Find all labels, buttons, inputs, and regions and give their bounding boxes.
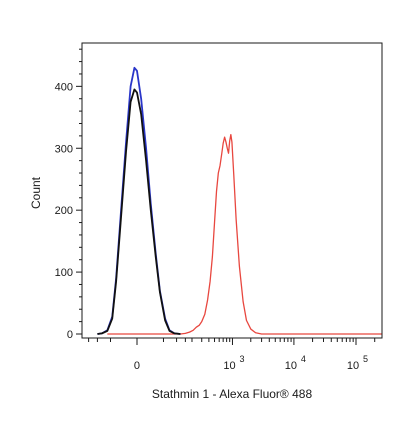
series-line-0 xyxy=(107,133,382,335)
x-tick-exponent-100000: 5 xyxy=(363,354,368,364)
x-tick-label-1000: 10 xyxy=(223,360,235,372)
series-line-2 xyxy=(97,88,181,335)
series-layer xyxy=(97,66,382,335)
x-axis: 0 10 3 10 4 10 5 xyxy=(88,338,376,372)
y-tick-label-100: 100 xyxy=(55,267,73,279)
x-tick-label-0: 0 xyxy=(134,360,140,372)
plot-frame xyxy=(81,42,383,339)
series-line-1 xyxy=(97,66,181,335)
x-tick-exponent-10000: 4 xyxy=(301,354,306,364)
y-axis: 0 100 200 300 400 xyxy=(55,48,82,341)
x-tick-label-10000: 10 xyxy=(285,360,297,372)
y-axis-label: Count xyxy=(29,176,43,209)
y-tick-label-200: 200 xyxy=(55,205,73,217)
x-axis-label: Stathmin 1 - Alexa Fluor® 488 xyxy=(152,387,313,401)
y-tick-label-300: 300 xyxy=(55,143,73,155)
x-tick-label-100000: 10 xyxy=(347,360,359,372)
x-tick-exponent-1000: 3 xyxy=(239,354,244,364)
y-tick-label-0: 0 xyxy=(67,329,73,341)
y-tick-label-400: 400 xyxy=(55,81,73,93)
